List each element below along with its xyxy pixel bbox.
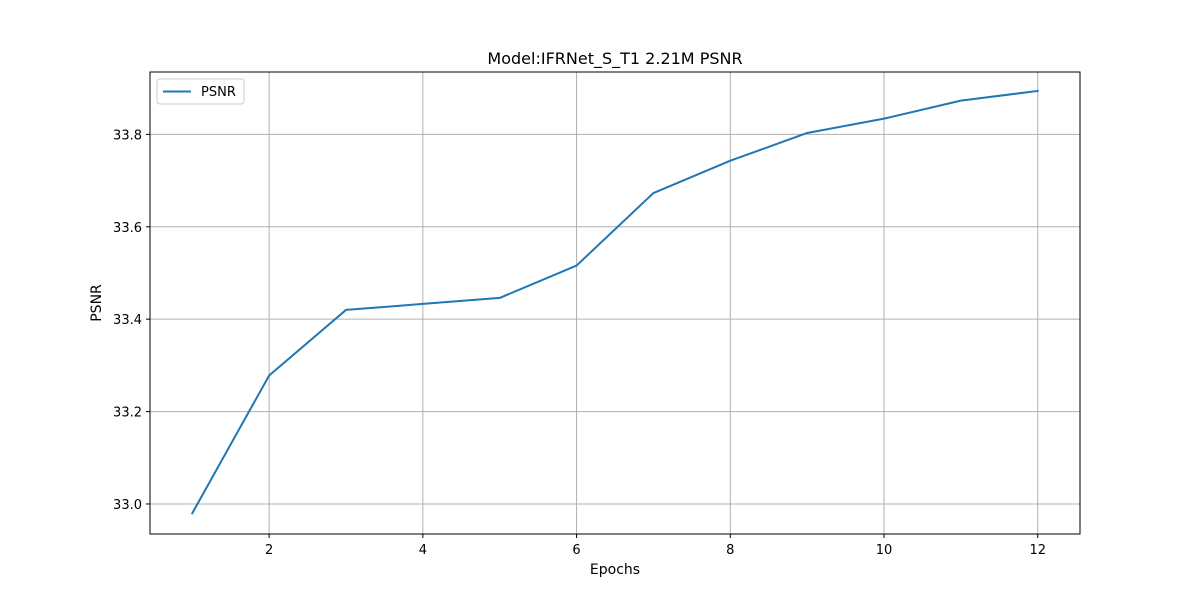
x-tick-label: 12	[1029, 543, 1046, 558]
legend-label-psnr: PSNR	[201, 85, 236, 100]
x-tick-label: 6	[572, 543, 580, 558]
y-tick-label: 33.6	[113, 221, 142, 236]
series-layer	[190, 89, 1039, 515]
plot-frame	[149, 71, 1081, 535]
x-tick-label: 8	[726, 543, 734, 558]
legend-box	[156, 78, 245, 105]
grid	[150, 72, 1080, 534]
legend: PSNR	[156, 78, 245, 105]
y-axis-label: PSNR	[89, 284, 105, 322]
chart-title: Model:IFRNet_S_T1 2.21M PSNR	[487, 49, 742, 69]
x-axis-label: Epochs	[590, 562, 640, 578]
y-tick-label: 33.4	[113, 313, 142, 328]
y-tick-label: 33.2	[113, 406, 142, 421]
series-line-psnr	[190, 89, 1039, 515]
y-tick-label: 33.0	[113, 498, 142, 513]
ticks: 2 4 6 8 10 12 33.0 33.2 33.4 33.6 33.8	[113, 128, 1046, 558]
x-tick-label: 10	[876, 543, 893, 558]
x-tick-label: 2	[265, 543, 273, 558]
y-tick-label: 33.8	[113, 128, 142, 143]
x-tick-label: 4	[419, 543, 427, 558]
